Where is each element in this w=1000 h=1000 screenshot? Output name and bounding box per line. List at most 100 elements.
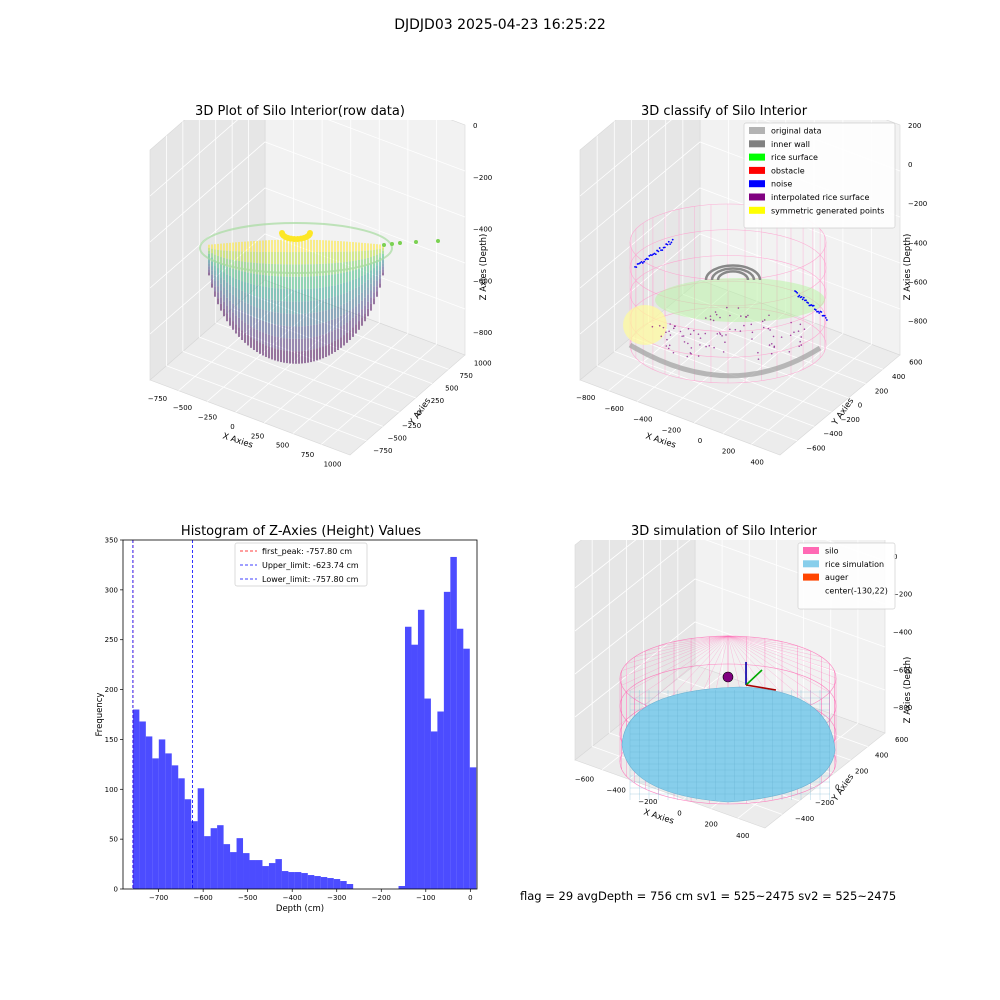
histogram-bar bbox=[295, 872, 301, 889]
simulation-3d-plot: −600−400−20002004006004002000−200−400200… bbox=[500, 540, 1000, 880]
histogram-bar bbox=[217, 825, 223, 889]
histogram-bar bbox=[185, 799, 191, 889]
histogram-bar bbox=[431, 731, 437, 889]
raw-x-tick-label: 250 bbox=[251, 432, 264, 440]
histogram-bar bbox=[139, 721, 145, 889]
noise-point bbox=[825, 317, 827, 319]
interpolated-point bbox=[669, 345, 671, 347]
interpolated-point bbox=[790, 334, 792, 336]
raw-y-tick-label: 500 bbox=[445, 384, 458, 392]
classify-x-tick-label: 200 bbox=[722, 448, 735, 456]
interpolated-point bbox=[719, 332, 721, 334]
histogram-bar bbox=[172, 765, 178, 889]
interpolated-point bbox=[768, 328, 770, 330]
interpolated-point bbox=[716, 314, 718, 316]
y-tick-label: 300 bbox=[105, 586, 118, 594]
y-axis-label: Frequency bbox=[95, 693, 105, 737]
classify-x-axis-label: X Axies bbox=[644, 431, 677, 450]
interpolated-point bbox=[715, 311, 717, 313]
legend-swatch bbox=[803, 574, 819, 581]
interpolated-point bbox=[771, 353, 773, 355]
stray-point bbox=[436, 239, 440, 243]
interpolated-point bbox=[659, 325, 661, 327]
interpolated-point bbox=[752, 332, 754, 334]
interpolated-point bbox=[705, 346, 707, 348]
classify-x-tick-label: 0 bbox=[698, 437, 702, 445]
interpolated-point bbox=[768, 314, 770, 316]
legend-label: Lower_limit: -757.80 cm bbox=[262, 575, 359, 584]
noise-point bbox=[805, 299, 807, 301]
noise-point bbox=[796, 292, 798, 294]
interpolated-point bbox=[798, 345, 800, 347]
legend-label: auger bbox=[825, 573, 849, 582]
interpolated-point bbox=[705, 317, 707, 319]
interpolated-point bbox=[758, 358, 760, 360]
interpolated-point bbox=[799, 341, 801, 343]
histogram-bar bbox=[165, 753, 171, 889]
histogram-bar bbox=[347, 884, 353, 889]
interpolated-point bbox=[735, 329, 737, 331]
raw-x-tick-label: 500 bbox=[276, 442, 289, 450]
interpolated-point bbox=[666, 339, 668, 341]
simulation-x-tick-label: −400 bbox=[607, 787, 626, 795]
interpolated-point bbox=[790, 322, 792, 324]
interpolated-point bbox=[740, 330, 742, 332]
rice-simulation-surface bbox=[622, 687, 835, 802]
interpolated-point bbox=[666, 345, 668, 347]
simulation-plot-title: 3D simulation of Silo Interior bbox=[514, 524, 934, 539]
classify-y-tick-label: 400 bbox=[892, 373, 905, 381]
interpolated-point bbox=[751, 338, 753, 340]
raw-y-tick-label: 1000 bbox=[474, 359, 492, 367]
interpolated-point bbox=[746, 316, 748, 318]
histogram-bar bbox=[463, 649, 469, 889]
interpolated-point bbox=[684, 341, 686, 343]
simulation-x-tick-label: −200 bbox=[638, 798, 657, 806]
legend-swatch bbox=[803, 560, 819, 567]
classify-y-tick-label: 600 bbox=[909, 359, 922, 367]
interpolated-point bbox=[673, 328, 675, 330]
noise-point bbox=[664, 246, 666, 248]
raw-plot-title: 3D Plot of Silo Interior(row data) bbox=[90, 104, 510, 119]
interpolated-point bbox=[710, 315, 712, 317]
classify-y-tick-label: 200 bbox=[875, 387, 888, 395]
legend-label: silo bbox=[825, 547, 839, 556]
interpolated-point bbox=[793, 331, 795, 333]
classify-z-tick-label: −800 bbox=[908, 318, 927, 326]
histogram-bar bbox=[405, 627, 411, 889]
histogram-bar bbox=[308, 875, 314, 889]
legend-swatch bbox=[749, 140, 765, 147]
legend-label: interpolated rice surface bbox=[771, 193, 869, 202]
classify-z-axis-label: Z Axies (Depth) bbox=[903, 234, 913, 301]
classify-x-tick-label: 400 bbox=[750, 458, 763, 466]
legend-label: symmetric generated points bbox=[771, 206, 884, 215]
simulation-x-axis-label: X Axies bbox=[642, 807, 675, 826]
interpolated-point bbox=[747, 315, 749, 317]
noise-point bbox=[803, 297, 805, 299]
histogram-bar bbox=[250, 860, 256, 889]
interpolated-point bbox=[800, 344, 802, 346]
interpolated-point bbox=[773, 336, 775, 338]
noise-point bbox=[807, 302, 809, 304]
x-tick-label: −300 bbox=[327, 894, 346, 902]
simulation-y-axis-label: Y Axies bbox=[830, 772, 857, 804]
raw-x-tick-label: 750 bbox=[301, 451, 314, 459]
interpolated-point bbox=[673, 352, 675, 354]
noise-point bbox=[802, 298, 804, 300]
legend-swatch bbox=[749, 180, 765, 187]
interpolated-point bbox=[762, 321, 764, 323]
histogram-bar bbox=[275, 859, 281, 889]
y-tick-label: 200 bbox=[105, 686, 118, 694]
simulation-legend: silorice simulationaugercenter(-130,22) bbox=[798, 543, 895, 609]
histogram-bar bbox=[178, 778, 184, 889]
x-tick-label: 0 bbox=[468, 894, 472, 902]
histogram-bar bbox=[230, 852, 236, 889]
legend-label: noise bbox=[771, 180, 792, 189]
histogram-bar bbox=[444, 592, 450, 889]
status-footer: flag = 29 avgDepth = 756 cm sv1 = 525~24… bbox=[520, 889, 896, 903]
noise-point bbox=[635, 266, 637, 268]
interpolated-point bbox=[670, 334, 672, 336]
noise-point bbox=[647, 258, 649, 260]
legend-label: rice surface bbox=[771, 153, 818, 162]
classify-y-tick-label: −600 bbox=[806, 444, 825, 452]
interpolated-point bbox=[686, 356, 688, 358]
